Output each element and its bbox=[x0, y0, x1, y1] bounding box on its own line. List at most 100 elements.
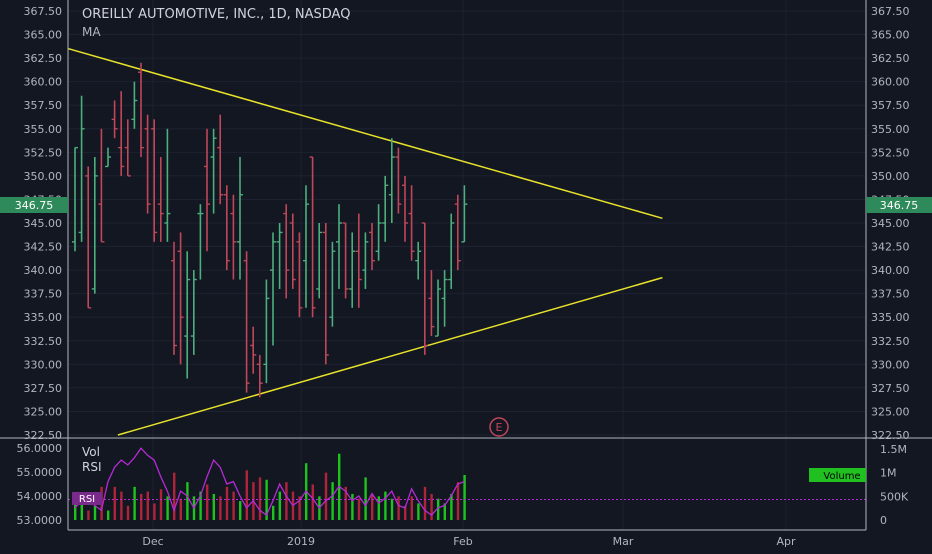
ohlc-bar bbox=[124, 119, 131, 177]
price-tick-left: 357.50 bbox=[24, 99, 63, 112]
ohlc-bar bbox=[421, 222, 428, 355]
ohlc-bar bbox=[171, 241, 177, 355]
ohlc-bar bbox=[197, 204, 204, 280]
volume-tag: Volume bbox=[809, 468, 866, 482]
price-tick-right: 335.00 bbox=[871, 311, 910, 324]
ohlc-bar bbox=[296, 232, 303, 318]
price-tick-left: 322.50 bbox=[24, 429, 63, 442]
volume-bar bbox=[199, 491, 202, 520]
rsi-tag-bg bbox=[72, 492, 102, 505]
price-tick-left: 365.00 bbox=[24, 29, 63, 42]
price-bars bbox=[72, 62, 468, 398]
ohlc-bar bbox=[98, 128, 105, 243]
price-badge-left-bg bbox=[0, 197, 68, 213]
ohlc-bar bbox=[190, 270, 197, 355]
volume-bar bbox=[357, 498, 361, 520]
volume-bar bbox=[430, 493, 433, 520]
volume-tick-right: 1.5M bbox=[880, 443, 907, 456]
ohlc-bar bbox=[78, 95, 85, 242]
volume-bar bbox=[377, 496, 380, 520]
ohlc-bar bbox=[131, 81, 138, 129]
ohlc-bar bbox=[91, 157, 98, 294]
volume-bar bbox=[166, 496, 169, 520]
ohlc-bar bbox=[210, 128, 217, 214]
trendline-group[interactable] bbox=[68, 47, 663, 436]
ohlc-bar bbox=[349, 232, 356, 308]
volume-bar bbox=[107, 510, 110, 520]
ohlc-bar bbox=[217, 114, 224, 205]
trendline[interactable] bbox=[117, 276, 663, 436]
volume-bar bbox=[93, 505, 97, 520]
ohlc-bar bbox=[289, 213, 296, 289]
ohlc-bar bbox=[151, 119, 158, 242]
rsi-tag-text: RSI bbox=[79, 494, 95, 505]
price-tick-right: 330.00 bbox=[871, 358, 910, 371]
price-tick-left: 337.50 bbox=[24, 288, 63, 301]
ohlc-bar bbox=[118, 91, 125, 176]
volume-bar bbox=[87, 510, 90, 520]
ohlc-bar bbox=[415, 241, 422, 280]
rsi-tick-left: 54.0000 bbox=[17, 490, 63, 503]
volume-bar bbox=[146, 491, 149, 520]
rsi-tag: RSI bbox=[72, 492, 102, 505]
volume-bar bbox=[404, 505, 407, 520]
price-axis-right[interactable]: 367.50 365.00 362.50 360.00 357.50 355.00 352.… bbox=[871, 5, 910, 442]
ohlc-bar bbox=[250, 326, 257, 374]
time-tick-label: Dec bbox=[142, 535, 163, 548]
volume-bar bbox=[443, 503, 446, 520]
price-tick-left: 352.50 bbox=[24, 146, 63, 159]
ohlc-bar bbox=[85, 166, 92, 309]
price-tick-right: 342.50 bbox=[871, 241, 910, 254]
time-axis[interactable]: Dec 2019 Feb Mar Apr bbox=[142, 535, 796, 548]
volume-bar bbox=[219, 496, 222, 520]
ohlc-bar bbox=[435, 279, 441, 337]
rsi-tick-left: 56.0000 bbox=[17, 442, 63, 455]
volume-bar bbox=[265, 479, 268, 520]
ohlc-bar bbox=[309, 156, 316, 318]
ohlc-bar bbox=[230, 194, 237, 280]
ohlc-bar bbox=[184, 251, 191, 379]
price-tick-right: 345.00 bbox=[871, 217, 910, 230]
price-axis-left[interactable]: 367.50 365.00 362.50 360.00 357.50 355.00 352.… bbox=[24, 5, 63, 442]
volume-bar bbox=[298, 496, 301, 520]
rsi-axis-left: 56.0000 55.0000 54.0000 53.0000 bbox=[17, 442, 63, 527]
volume-bar bbox=[278, 491, 281, 520]
rsi-label[interactable]: RSI bbox=[82, 460, 102, 474]
ohlc-bar bbox=[448, 213, 455, 289]
ohlc-bar bbox=[276, 223, 283, 289]
ohlc-bar bbox=[164, 128, 171, 242]
ohlc-bar bbox=[303, 185, 309, 308]
ohlc-bar bbox=[144, 114, 151, 214]
volume-bar bbox=[80, 493, 83, 520]
price-tick-left: 325.00 bbox=[24, 405, 63, 418]
rsi-group bbox=[68, 447, 866, 517]
price-tick-left: 355.00 bbox=[24, 123, 63, 136]
earnings-marker[interactable]: E bbox=[489, 417, 509, 437]
price-tick-right: 362.50 bbox=[871, 52, 910, 65]
volume-bar bbox=[140, 493, 143, 520]
vol-label[interactable]: Vol bbox=[82, 445, 100, 459]
price-tick-right: 350.00 bbox=[871, 170, 910, 183]
volume-bar bbox=[74, 503, 77, 520]
volume-bar bbox=[364, 477, 367, 520]
price-tick-right: 357.50 bbox=[871, 99, 910, 112]
ohlc-bar bbox=[375, 204, 382, 261]
ohlc-bar bbox=[454, 194, 461, 271]
price-tick-right: 325.00 bbox=[871, 405, 910, 418]
volume-bar bbox=[371, 493, 374, 520]
trendline[interactable] bbox=[68, 47, 663, 220]
volume-bar bbox=[159, 489, 163, 520]
price-tick-left: 360.00 bbox=[24, 76, 63, 89]
indicator-label-ma[interactable]: MA bbox=[82, 25, 101, 39]
volume-bar bbox=[225, 486, 229, 520]
volume-bar bbox=[344, 486, 347, 520]
ohlc-bar bbox=[402, 175, 408, 242]
price-badge-left: 346.75 bbox=[0, 197, 68, 213]
price-tick-right: 365.00 bbox=[871, 29, 910, 42]
volume-bar bbox=[331, 482, 334, 520]
time-tick-label: Apr bbox=[776, 535, 796, 548]
earnings-circle bbox=[489, 417, 509, 437]
